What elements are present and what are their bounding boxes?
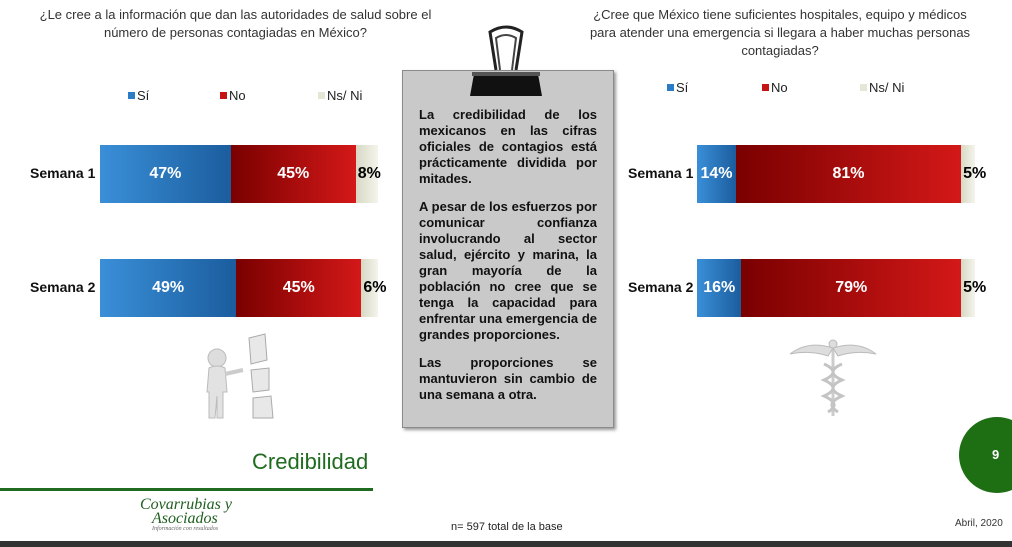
- page-number: 9: [992, 447, 1000, 462]
- legend-swatch: [128, 92, 135, 99]
- bar-segment: [361, 259, 378, 317]
- legend-item: Ns/ Ni: [318, 88, 362, 103]
- bar-segment: [230, 145, 356, 203]
- bar-segment: [961, 259, 975, 317]
- value-label: 45%: [277, 165, 310, 182]
- value-label: 45%: [282, 279, 315, 296]
- legend-swatch: [860, 84, 867, 91]
- value-label: 81%: [832, 165, 865, 182]
- category-label: Semana 2: [30, 279, 96, 295]
- caduceus-icon: [789, 339, 877, 416]
- value-label: 14%: [700, 165, 733, 182]
- summary-paragraph: Las proporciones se mantuvieron sin camb…: [419, 355, 597, 402]
- bottom-bar: [0, 541, 1012, 547]
- legend-label: Sí: [137, 88, 150, 103]
- bar-segment: [355, 145, 378, 203]
- section-title: Credibilidad: [252, 449, 369, 474]
- value-label: 47%: [149, 165, 182, 182]
- bar-segment: [697, 259, 742, 317]
- summary-box: La credibilidad de los mexicanos en las …: [402, 70, 614, 428]
- chart-title: ¿Le cree a la información que dan las au…: [39, 7, 432, 40]
- value-label: 5%: [963, 279, 987, 296]
- value-label: 5%: [963, 165, 987, 182]
- binder-clip: [470, 25, 542, 96]
- legend-item: Sí: [128, 88, 149, 103]
- logo-tagline: Información con resultados: [152, 526, 219, 532]
- value-label: 8%: [357, 165, 381, 182]
- value-label: 49%: [152, 279, 185, 296]
- bar-segment: [100, 259, 237, 317]
- chart-title: ¿Cree que México tiene suficientes hospi…: [589, 7, 971, 58]
- legend-item: Ns/ Ni: [860, 80, 904, 95]
- bar-segment: [236, 259, 362, 317]
- date: Abril, 2020: [955, 518, 1003, 529]
- logo-line: Covarrubias y: [140, 496, 232, 513]
- legend-label: No: [229, 88, 246, 103]
- summary-paragraph: La credibilidad de los mexicanos en las …: [419, 107, 597, 186]
- legend-item: No: [762, 80, 788, 95]
- legend-swatch: [667, 84, 674, 91]
- legend-item: Sí: [667, 80, 688, 95]
- legend-swatch: [220, 92, 227, 99]
- bar-segment: [741, 259, 962, 317]
- legend-label: No: [771, 80, 788, 95]
- logo: Covarrubias y Asociados Información con …: [140, 496, 240, 533]
- logo-line: Asociados: [152, 510, 218, 527]
- legend-item: No: [220, 88, 246, 103]
- footnote: n= 597 total de la base: [451, 521, 563, 533]
- legend-label: Ns/ Ni: [869, 80, 905, 95]
- legend-label: Ns/ Ni: [327, 88, 363, 103]
- category-label: Semana 2: [628, 279, 694, 295]
- legend-label: Sí: [676, 80, 689, 95]
- bar-segment: [697, 145, 736, 203]
- figure-icon: [206, 333, 274, 419]
- value-label: 79%: [835, 279, 868, 296]
- bar-segment: [100, 145, 231, 203]
- page-badge: [959, 417, 1012, 493]
- value-label: 16%: [703, 279, 736, 296]
- summary-paragraph: A pesar de los esfuerzos por comunicar c…: [419, 199, 597, 342]
- category-label: Semana 1: [30, 165, 96, 181]
- bar-segment: [961, 145, 975, 203]
- value-label: 6%: [363, 279, 387, 296]
- divider: [0, 488, 373, 491]
- category-label: Semana 1: [628, 165, 694, 181]
- legend-swatch: [318, 92, 325, 99]
- bar-segment: [735, 145, 962, 203]
- legend-swatch: [762, 84, 769, 91]
